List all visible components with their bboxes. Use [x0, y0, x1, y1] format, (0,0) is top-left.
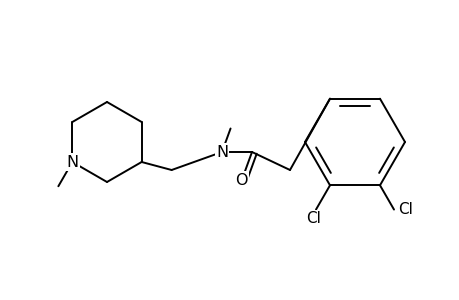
Text: O: O [235, 173, 247, 188]
Text: Cl: Cl [306, 211, 321, 226]
Text: Cl: Cl [397, 202, 413, 217]
Text: N: N [215, 145, 228, 160]
Text: N: N [66, 154, 78, 169]
